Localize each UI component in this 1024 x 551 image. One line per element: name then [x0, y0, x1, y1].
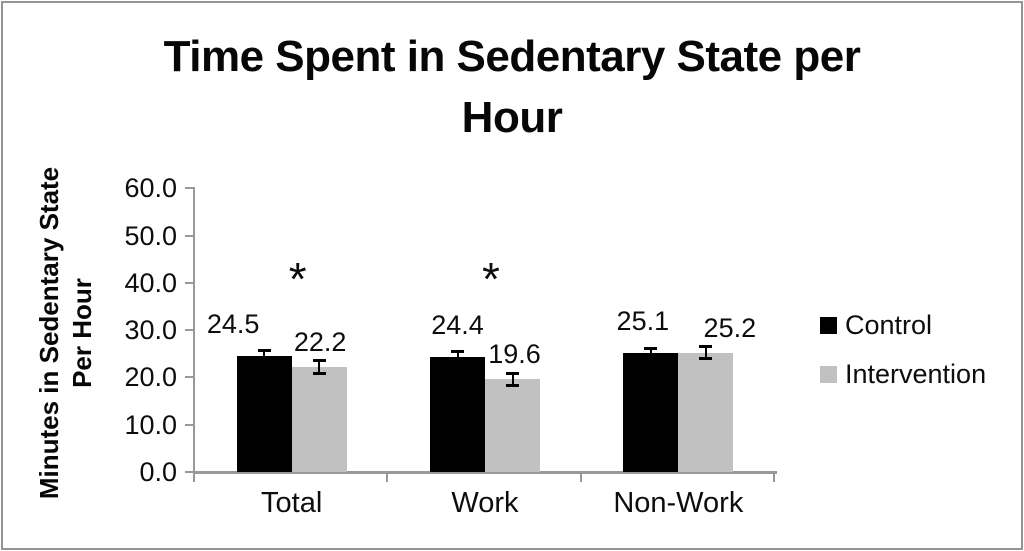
- bar-intervention-work: [485, 379, 540, 472]
- y-tick-label: 20.0: [124, 362, 177, 393]
- error-bar-cap-bottom-intervention-work: [506, 383, 519, 387]
- y-tick-mark: [185, 376, 193, 379]
- error-bar-cap-bottom-intervention-non-work: [699, 357, 713, 361]
- bar-control-non-work: [623, 353, 679, 472]
- y-tick-label: 30.0: [124, 315, 177, 346]
- y-axis-title-line-2: Per Hour: [67, 278, 97, 388]
- y-tick-mark: [185, 329, 193, 332]
- error-bar-cap-bottom-control-non-work: [644, 357, 658, 360]
- y-tick-mark: [185, 234, 193, 237]
- y-tick-mark: [185, 187, 193, 190]
- y-tick-label: 40.0: [124, 267, 177, 298]
- legend: Control Intervention: [820, 312, 986, 410]
- y-axis-title-line-1: Minutes in Sedentary State: [34, 166, 64, 500]
- error-bar-cap-top-intervention-work: [506, 371, 519, 375]
- y-tick-label: 0.0: [139, 457, 177, 487]
- error-bar-cap-top-control-non-work: [644, 346, 658, 350]
- value-label-control-total: 24.5: [206, 309, 260, 340]
- y-axis-title: Minutes in Sedentary State Per Hour: [33, 163, 103, 503]
- error-bar-stem-intervention-total: [318, 361, 321, 373]
- error-bar-stem-intervention-non-work: [704, 347, 707, 359]
- value-label-control-work: 24.4: [431, 309, 484, 340]
- bar-intervention-total: [291, 366, 347, 472]
- chart-title-line-2: Hour: [461, 93, 563, 142]
- error-bar-cap-bottom-control-total: [257, 359, 271, 363]
- chart-title-line-1: Time Spent in Sedentary State per: [163, 32, 861, 81]
- legend-item-control: Control: [820, 312, 986, 339]
- error-bar-stem-control-work: [456, 351, 459, 362]
- control-series-swatch: [820, 317, 837, 334]
- x-tick-mark: [773, 472, 775, 482]
- legend-label-control: Control: [845, 310, 933, 340]
- x-tick-mark: [579, 472, 582, 482]
- error-bar-cap-bottom-intervention-total: [312, 371, 326, 375]
- y-axis-line: [193, 187, 195, 476]
- intervention-series-swatch: [820, 366, 837, 383]
- significance-marker-total: *: [288, 253, 307, 305]
- x-tick-mark: [386, 472, 389, 482]
- bar-control-work: [430, 356, 485, 472]
- legend-item-intervention: Intervention: [820, 361, 986, 388]
- error-bar-cap-top-control-work: [451, 349, 464, 353]
- y-tick-mark: [185, 423, 193, 426]
- value-label-intervention-work: 19.6: [488, 339, 541, 370]
- y-tick-label: 60.0: [124, 173, 177, 204]
- value-label-control-non-work: 25.1: [616, 306, 670, 337]
- y-tick-label: 10.0: [124, 409, 177, 440]
- bar-intervention-non-work: [678, 352, 734, 472]
- error-bar-cap-top-intervention-total: [312, 359, 326, 363]
- error-bar-cap-top-intervention-non-work: [699, 345, 713, 349]
- error-bar-cap-bottom-control-work: [451, 360, 464, 364]
- x-category-label-total: Total: [261, 487, 323, 519]
- y-tick-mark: [185, 281, 193, 284]
- legend-label-intervention: Intervention: [845, 359, 987, 389]
- significance-marker-work: *: [482, 253, 500, 305]
- x-tick-mark: [193, 472, 195, 482]
- error-bar-stem-control-non-work: [649, 348, 652, 358]
- x-category-label-non-work: Non-Work: [613, 487, 744, 519]
- chart-title: Time Spent in Sedentary State per Hour: [0, 26, 1024, 148]
- y-tick-label: 50.0: [124, 220, 177, 251]
- error-bar-stem-control-total: [263, 351, 266, 361]
- value-label-intervention-total: 22.2: [293, 326, 347, 357]
- error-bar-cap-top-control-total: [257, 349, 271, 353]
- x-category-label-work: Work: [451, 487, 519, 519]
- bar-control-total: [236, 356, 292, 472]
- y-tick-mark: [185, 471, 193, 473]
- x-axis-line: [193, 471, 777, 474]
- error-bar-stem-intervention-work: [511, 373, 514, 385]
- value-label-intervention-non-work: 25.2: [703, 312, 757, 343]
